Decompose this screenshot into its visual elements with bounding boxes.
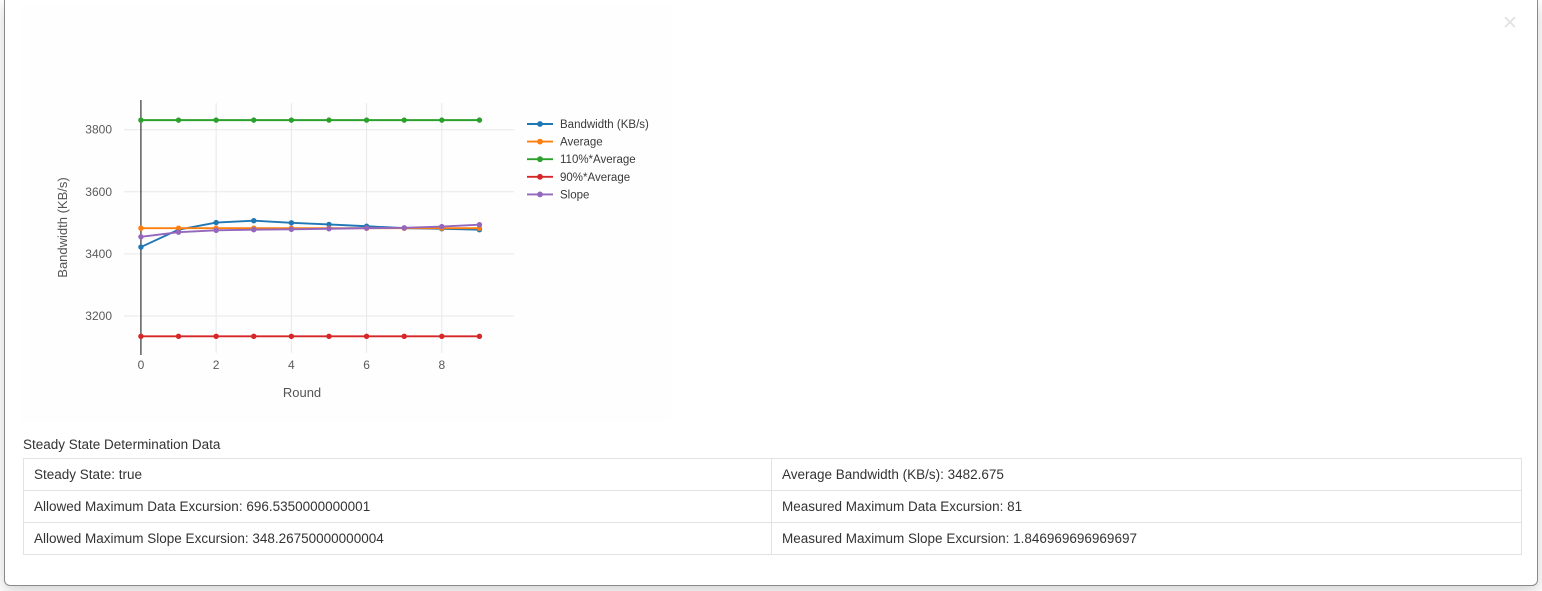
data-point [326, 333, 332, 340]
table-cell-right: Average Bandwidth (KB/s): 3482.675 [771, 457, 1522, 491]
data-point [439, 333, 445, 340]
steady-state-table: Steady State: true Average Bandwidth (KB/… [23, 457, 1522, 555]
table-cell-right: Measured Maximum Data Excursion: 81 [771, 489, 1522, 523]
data-point [175, 229, 182, 235]
legend-marker [537, 121, 543, 127]
x-tick-label: 0 [138, 358, 145, 372]
data-point [175, 117, 182, 123]
legend-marker [537, 191, 543, 198]
data-point [213, 219, 219, 226]
data-point [138, 225, 144, 231]
steady-state-table-section: Steady State Determination Data Steady S… [23, 436, 1522, 555]
legend-marker [537, 156, 543, 163]
data-point [363, 225, 370, 231]
data-point [213, 117, 219, 123]
table-title: Steady State Determination Data [23, 437, 221, 452]
data-point [251, 333, 257, 340]
data-point [288, 117, 295, 123]
data-point [401, 333, 407, 340]
legend-label: 110%*Average [560, 154, 636, 166]
data-point [175, 333, 182, 340]
data-point [439, 223, 445, 230]
data-point [363, 117, 370, 123]
table-row: Steady State: true Average Bandwidth (KB/… [23, 457, 1522, 491]
y-tick-label: 3200 [85, 309, 112, 323]
x-axis-label: Round [283, 385, 321, 400]
table-cell-right: Measured Maximum Slope Excursion: 1.8469… [771, 521, 1522, 555]
data-point [326, 117, 332, 123]
data-point [363, 333, 370, 340]
data-point [138, 244, 144, 250]
data-point [476, 333, 483, 340]
y-tick-label: 3600 [85, 185, 112, 199]
data-point [213, 227, 219, 233]
legend-marker [537, 138, 543, 145]
data-point [401, 225, 407, 231]
data-point [326, 221, 332, 228]
data-point [251, 226, 257, 233]
data-point [213, 333, 219, 340]
data-point [326, 226, 332, 232]
data-point [476, 117, 483, 123]
data-point [476, 222, 483, 228]
data-point [251, 117, 257, 123]
data-point [138, 117, 144, 123]
x-tick-label: 2 [213, 358, 220, 372]
chart-svg: 3200 3400 3600 3800 0 2 4 6 8 Round Bandwidth (KB/… [55, 100, 649, 400]
series-line [139, 223, 481, 238]
close-icon[interactable]: ✕ [1497, 10, 1523, 36]
data-point [138, 333, 144, 340]
table-row: Allowed Maximum Data Excursion: 696.5350… [23, 489, 1522, 523]
table-row: Allowed Maximum Slope Excursion: 348.267… [23, 521, 1522, 555]
y-tick-label: 3800 [85, 123, 112, 137]
legend-label: Average [560, 137, 603, 149]
y-tick-label: 3400 [85, 247, 112, 261]
x-tick-label: 6 [363, 358, 370, 372]
y-axis-label: Bandwidth (KB/s) [55, 177, 70, 277]
x-tick-label: 4 [288, 358, 295, 372]
legend-label: Slope [560, 189, 589, 201]
bandwidth-chart: 3200 3400 3600 3800 0 2 4 6 8 Round Bandwidth (KB/… [21, 4, 671, 422]
data-point [251, 217, 257, 224]
x-tick-label: 8 [438, 358, 445, 372]
table-cell-left: Allowed Maximum Data Excursion: 696.5350… [23, 489, 772, 523]
data-point [439, 117, 445, 123]
data-point [288, 226, 295, 233]
data-point [401, 117, 407, 123]
data-point [288, 220, 295, 226]
data-point [288, 333, 295, 340]
legend-label: 90%*Average [560, 172, 630, 184]
series-line [139, 219, 481, 249]
legend-label: Bandwidth (KB/s) [560, 119, 649, 131]
data-point [175, 225, 182, 231]
table-cell-left: Allowed Maximum Slope Excursion: 348.267… [23, 521, 772, 555]
legend-marker [537, 173, 543, 180]
data-point [138, 234, 144, 240]
steady-state-modal: ✕ 3200 3400 3600 3800 0 2 4 6 8 Round Bandwidth (K… [4, 0, 1538, 586]
table-cell-left: Steady State: true [23, 457, 772, 491]
